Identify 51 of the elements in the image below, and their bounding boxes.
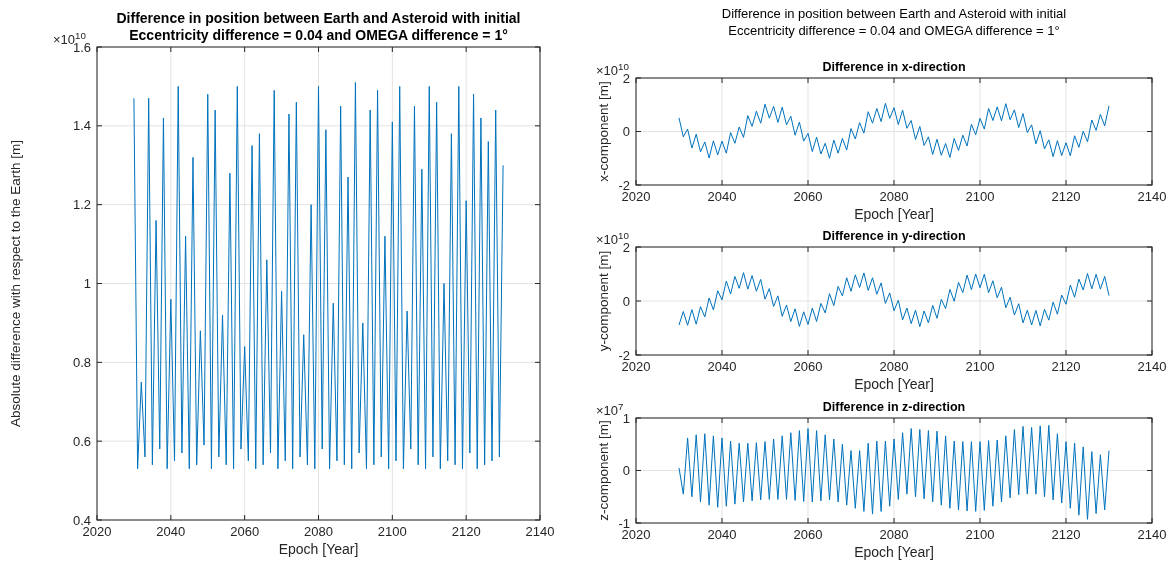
x-tick-label: 2120 bbox=[1051, 189, 1081, 204]
y-tick-label: 0 bbox=[622, 463, 630, 478]
chart-title: Difference in position between Earth and Asteroid with initial Eccentricity difference = 0.04 and OMEGA difference = 1° bbox=[116, 10, 521, 43]
line-series bbox=[678, 272, 1110, 328]
x-tick-label: 2100 bbox=[965, 359, 995, 374]
x-tick-label: 2080 bbox=[304, 524, 333, 539]
x-tick-label: 2140 bbox=[1137, 359, 1167, 374]
y-tick-label: 1.4 bbox=[72, 118, 91, 134]
line-series bbox=[678, 102, 1110, 159]
text: ×10$^{7}$ bbox=[596, 400, 624, 418]
x-tick-label: 2040 bbox=[707, 189, 737, 204]
x-tick-label: 2100 bbox=[965, 527, 995, 542]
x-tick-label: 2140 bbox=[525, 524, 555, 539]
x-axis-title: Epoch [Year] bbox=[854, 376, 934, 392]
x-tick-label: 2080 bbox=[879, 359, 909, 374]
text: Difference in position between Earth and Asteroid with initial Eccentricity difference = 0.04 and OMEGA difference = 1° bbox=[721, 6, 1067, 38]
x-tick-label: 2040 bbox=[707, 527, 737, 542]
y-tick-label: 0 bbox=[622, 124, 630, 139]
x-tick-label: 2120 bbox=[451, 524, 481, 539]
x-tick-label: 2040 bbox=[156, 524, 186, 539]
x-tick-label: 2080 bbox=[879, 189, 909, 204]
x-tick-label: 2120 bbox=[1051, 359, 1081, 374]
y-tick-label: 1.2 bbox=[72, 197, 91, 213]
y-axis-title: Absolute difference with respect to the Earth [m] bbox=[8, 139, 23, 428]
y-axis-title: x-component [m] bbox=[596, 81, 611, 182]
y-tick-label: 0 bbox=[622, 293, 630, 309]
x-axis-title: Epoch [Year] bbox=[854, 544, 934, 560]
x-tick-label: 2060 bbox=[230, 524, 260, 539]
chart-title: Difference in x-direction bbox=[822, 60, 966, 74]
chart-title: Difference in z-direction bbox=[822, 400, 966, 414]
y-tick-label: 0.6 bbox=[72, 433, 91, 449]
x-axis-title: Epoch [Year] bbox=[854, 206, 934, 222]
x-tick-label: 2100 bbox=[965, 189, 995, 204]
y-axis-title: y-component [m] bbox=[596, 250, 611, 352]
y-tick-label: 1 bbox=[83, 276, 91, 291]
y-axis-title: z-component [m] bbox=[596, 420, 611, 521]
chart-title: Difference in y-direction bbox=[822, 229, 966, 243]
x-tick-label: 2140 bbox=[1137, 527, 1167, 542]
x-tick-label: 2100 bbox=[377, 524, 407, 539]
y-tick-label: 1 bbox=[622, 410, 630, 426]
line-series bbox=[133, 81, 504, 470]
x-tick-label: 2120 bbox=[1051, 527, 1081, 542]
x-tick-label: 2040 bbox=[707, 359, 737, 374]
y-tick-label: 0.8 bbox=[72, 354, 91, 370]
x-tick-label: 2060 bbox=[793, 527, 823, 542]
line-series bbox=[678, 424, 1110, 520]
x-tick-label: 2060 bbox=[793, 189, 823, 204]
x-axis-title: Epoch [Year] bbox=[278, 541, 359, 557]
x-tick-label: 2140 bbox=[1137, 189, 1167, 204]
x-tick-label: 2060 bbox=[793, 359, 823, 374]
x-tick-label: 2080 bbox=[879, 527, 909, 542]
